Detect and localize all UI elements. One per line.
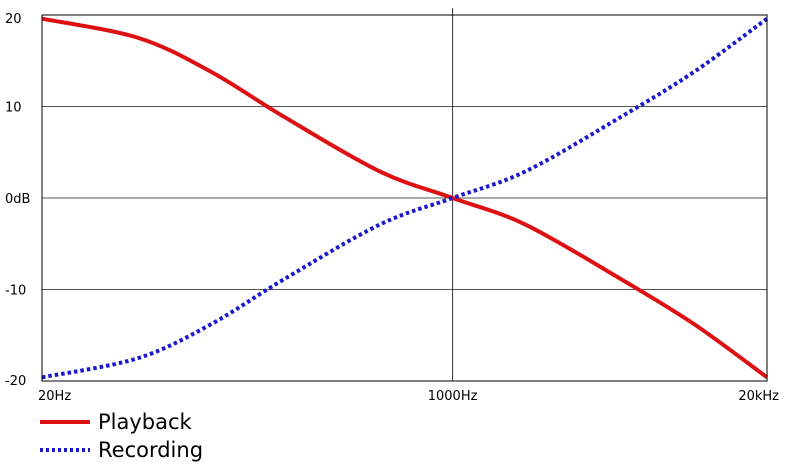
x-tick-label: 1000Hz bbox=[428, 389, 478, 404]
y-tick-label: -20 bbox=[5, 374, 26, 389]
legend: Playback Recording bbox=[40, 408, 203, 464]
y-tick-label: -10 bbox=[5, 284, 26, 299]
series-line-recording bbox=[41, 17, 769, 380]
chart: 20 10 0dB -10 -20 20Hz 1000Hz 20kHz bbox=[5, 8, 779, 404]
x-tick-label: 20Hz bbox=[38, 389, 71, 404]
legend-label-recording: Recording bbox=[98, 438, 204, 462]
plot-frame bbox=[41, 14, 768, 382]
legend-item-recording: Recording bbox=[40, 436, 203, 464]
x-tick-label: 20kHz bbox=[738, 389, 779, 404]
y-tick-label: 0dB bbox=[5, 192, 30, 207]
legend-item-playback: Playback bbox=[40, 408, 203, 436]
legend-swatch-recording bbox=[40, 448, 90, 452]
legend-label-playback: Playback bbox=[98, 410, 192, 434]
tick-labels: 20 10 0dB -10 -20 20Hz 1000Hz 20kHz bbox=[5, 12, 779, 404]
series-line-playback bbox=[41, 16, 769, 379]
legend-swatch-playback bbox=[40, 420, 90, 424]
series-lines bbox=[41, 16, 769, 380]
grid bbox=[42, 8, 767, 382]
y-tick-label: 20 bbox=[5, 12, 22, 27]
y-tick-label: 10 bbox=[5, 101, 22, 116]
